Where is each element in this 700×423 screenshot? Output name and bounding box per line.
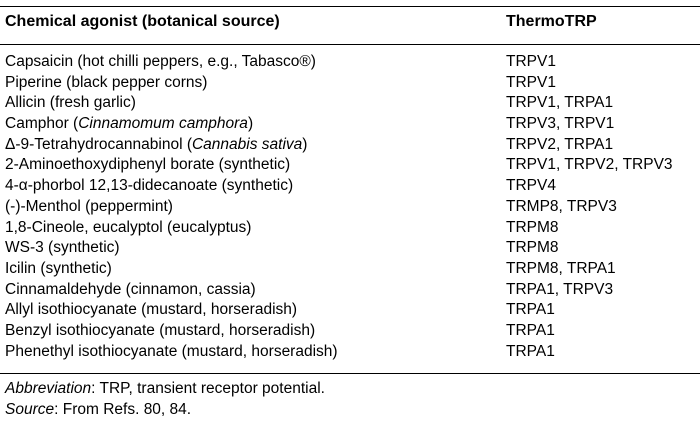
agonist-cell: Icilin (synthetic): [5, 259, 112, 280]
botanical-name: Cinnamomum camphora: [78, 115, 248, 133]
thermotrp-cell: TRPM8: [506, 239, 559, 257]
table-row: 1,8-Cineole, eucalyptol (eucalyptus) TRPM…: [0, 218, 700, 239]
agonist-cell: Δ-9-Tetrahydrocannabinol (Cannabis sativ…: [5, 135, 307, 156]
thermotrp-cell: TRPA1, TRPV3: [506, 280, 614, 298]
source-text: : From Refs. 80, 84.: [54, 400, 192, 418]
agonist-text: 4-α-phorbol 12,13-didecanoate (synthetic…: [5, 177, 294, 195]
table-row: Icilin (synthetic) TRPM8, TRPA1: [0, 259, 700, 280]
table-row: Allicin (fresh garlic) TRPV1, TRPA1: [0, 93, 700, 114]
abbreviation-note: Abbreviation: TRP, transient receptor po…: [5, 379, 325, 400]
agonist-text: Cinnamaldehyde (cinnamon, cassia): [5, 280, 256, 298]
table-row: 4-α-phorbol 12,13-didecanoate (synthetic…: [0, 176, 700, 197]
table-row: Allyl isothiocyanate (mustard, horseradi…: [0, 300, 700, 321]
agonist-text-end: ): [247, 115, 254, 133]
abbreviation-text: : TRP, transient receptor potential.: [91, 380, 325, 397]
thermotrp-cell: TRPM8: [506, 218, 559, 236]
thermotrp-cell: TRPV1: [506, 73, 556, 91]
source-note: Source: From Refs. 80, 84.: [5, 400, 325, 421]
table-row: WS-3 (synthetic) TRPM8: [0, 238, 700, 259]
agonist-text: Piperine (black pepper corns): [5, 73, 208, 91]
agonist-text: Capsaicin (hot chilli peppers, e.g., Tab…: [5, 53, 300, 70]
table-top-rule: [0, 6, 700, 7]
thermotrp-cell: TRMP8, TRPV3: [506, 197, 617, 215]
thermotrp-cell: TRPV3, TRPV1: [506, 115, 615, 133]
agonist-text: Allicin (fresh garlic): [5, 94, 136, 112]
agonist-cell: Allicin (fresh garlic): [5, 93, 136, 114]
agonist-cell: Camphor (Cinnamomum camphora): [5, 114, 253, 135]
thermotrp-cell: TRPV1, TRPA1: [506, 94, 614, 112]
thermotrp-cell: TRPA1: [506, 321, 555, 339]
agonist-cell: Allyl isothiocyanate (mustard, horseradi…: [5, 300, 297, 321]
table-row: Piperine (black pepper corns) TRPV1: [0, 73, 700, 94]
table-row: (-)-Menthol (peppermint) TRMP8, TRPV3: [0, 197, 700, 218]
table-body: Capsaicin (hot chilli peppers, e.g., Tab…: [0, 52, 700, 362]
agonist-cell: 1,8-Cineole, eucalyptol (eucalyptus): [5, 218, 251, 239]
source-label: Source: [5, 400, 55, 418]
agonist-cell: WS-3 (synthetic): [5, 238, 120, 259]
agonist-text: Benzyl isothiocyanate (mustard, horserad…: [5, 321, 316, 339]
agonist-text-end: ): [302, 135, 308, 153]
agonist-text: Phenethyl isothiocyanate (mustard, horse…: [5, 342, 338, 360]
thermotrp-cell: TRPA1: [506, 301, 555, 319]
thermotrp-cell: TRPV1, TRPV2, TRPV3: [506, 156, 673, 174]
table-row: Δ-9-Tetrahydrocannabinol (Cannabis sativ…: [0, 135, 700, 156]
table-row: Benzyl isothiocyanate (mustard, horserad…: [0, 321, 700, 342]
table-row: Camphor (Cinnamomum camphora) TRPV3, TRPV…: [0, 114, 700, 135]
botanical-name: Cannabis sativa: [191, 135, 303, 153]
table-header-rule: [0, 44, 700, 45]
agonist-cell: Benzyl isothiocyanate (mustard, horserad…: [5, 321, 315, 342]
table-row: Cinnamaldehyde (cinnamon, cassia) TRPA1, …: [0, 280, 700, 301]
table-row: 2-Aminoethoxydiphenyl borate (synthetic)…: [0, 155, 700, 176]
agonist-text: 1,8-Cineole, eucalyptol (eucalyptus): [5, 218, 252, 236]
thermotrp-cell: TRPA1: [506, 342, 555, 360]
agonist-text: 2-Aminoethoxydiphenyl borate (synthetic): [5, 156, 291, 174]
header-thermotrp: ThermoTRP: [506, 13, 597, 30]
agonist-text: Allyl isothiocyanate (mustard, horseradi…: [5, 301, 298, 319]
thermotrp-cell: TRPM8, TRPA1: [506, 259, 616, 277]
agonist-text: WS-3 (synthetic): [5, 239, 120, 257]
agonist-text: (-)-Menthol (peppermint): [5, 197, 173, 215]
agonist-text: Δ-9-Tetrahydrocannabinol (: [5, 135, 192, 153]
abbreviation-label: Abbreviation: [5, 380, 92, 397]
agonist-cell: Phenethyl isothiocyanate (mustard, horse…: [5, 342, 338, 363]
agonist-cell: Piperine (black pepper corns): [5, 73, 207, 94]
table-bottom-rule: [0, 373, 700, 374]
thermotrp-cell: TRPV4: [506, 177, 556, 195]
agonist-text: Icilin (synthetic): [5, 259, 112, 277]
agonist-text: Camphor (: [5, 115, 79, 133]
table-notes: Abbreviation: TRP, transient receptor po…: [5, 379, 325, 420]
agonist-cell: Cinnamaldehyde (cinnamon, cassia): [5, 280, 256, 301]
thermotrp-cell: TRPV1: [506, 53, 556, 70]
agonist-cell: 2-Aminoethoxydiphenyl borate (synthetic): [5, 155, 290, 176]
agonist-cell: Capsaicin (hot chilli peppers, e.g., Tab…: [5, 52, 316, 73]
agonist-cell: 4-α-phorbol 12,13-didecanoate (synthetic…: [5, 176, 293, 197]
agonist-text-end: ®): [299, 53, 316, 70]
header-agonist: Chemical agonist (botanical source): [5, 13, 280, 30]
thermotrp-cell: TRPV2, TRPA1: [506, 135, 614, 153]
table-row: Capsaicin (hot chilli peppers, e.g., Tab…: [0, 52, 700, 73]
table-row: Phenethyl isothiocyanate (mustard, horse…: [0, 342, 700, 363]
agonist-cell: (-)-Menthol (peppermint): [5, 197, 173, 218]
